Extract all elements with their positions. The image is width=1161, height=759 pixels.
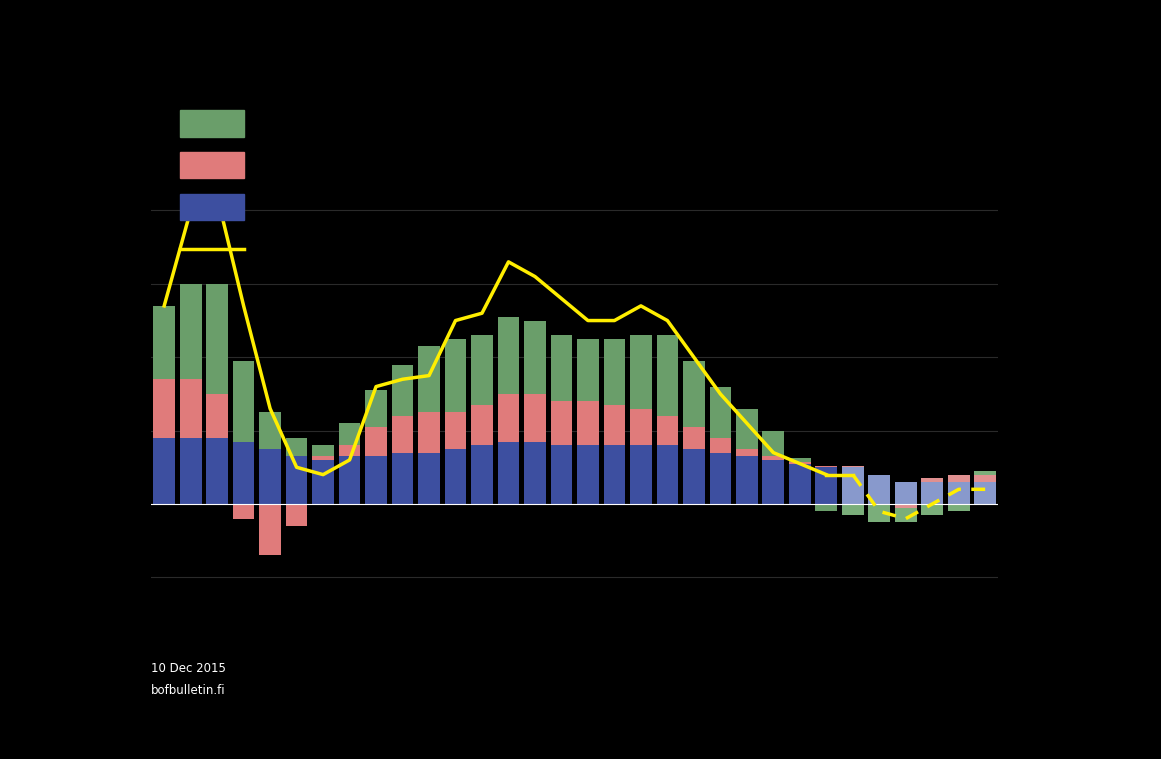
Bar [842,468,864,504]
Bar [366,390,387,427]
Bar [577,402,599,446]
Bar [153,306,175,380]
Bar [604,339,626,405]
Bar [339,446,360,456]
Bar [550,446,572,504]
Bar [153,380,175,438]
Bar [763,456,784,460]
Bar [312,456,334,460]
Bar [895,508,917,522]
Bar [259,504,281,556]
Bar [922,504,943,515]
Bar [974,474,996,482]
Bar [180,284,202,380]
Bar [763,460,784,504]
Bar [232,361,254,442]
Bar [207,394,228,438]
Bar [498,442,519,504]
Bar [259,412,281,449]
Bar [339,456,360,504]
Bar [286,456,308,504]
Bar [789,458,810,462]
Bar [550,402,572,446]
Bar [763,430,784,456]
Bar [153,438,175,504]
Bar [286,438,308,456]
Bar [789,464,810,504]
Bar [524,442,546,504]
Bar [232,442,254,504]
Bar [789,462,810,464]
Bar [922,478,943,482]
Bar [947,474,969,482]
Bar [630,335,651,408]
Bar [842,466,864,468]
Bar [630,408,651,446]
Bar [498,317,519,394]
Bar [736,456,758,504]
Bar [471,446,493,504]
Bar [445,412,467,449]
Bar [445,449,467,504]
Bar [895,482,917,504]
Bar [947,482,969,504]
Bar [604,446,626,504]
Bar [498,394,519,442]
Bar [947,504,969,512]
Bar [339,424,360,446]
Bar [471,405,493,446]
Bar [922,482,943,504]
Bar [577,446,599,504]
Bar [815,466,837,468]
Bar [656,335,678,416]
Bar [524,320,546,394]
Text: 10 Dec 2015: 10 Dec 2015 [151,662,225,675]
Bar [286,504,308,526]
Bar [656,446,678,504]
Bar [974,471,996,474]
Bar [868,474,890,504]
Bar [180,438,202,504]
Bar [577,339,599,402]
Text: bofbulletin.fi: bofbulletin.fi [151,685,225,698]
Bar [815,504,837,512]
Bar [471,335,493,405]
Bar [312,460,334,504]
Bar [418,452,440,504]
Bar [868,504,890,522]
Bar [418,346,440,412]
Bar [656,416,678,446]
Bar [391,452,413,504]
Bar [366,456,387,504]
Bar [259,449,281,504]
Bar [630,446,651,504]
Bar [974,482,996,504]
Bar [445,339,467,412]
Bar [842,504,864,515]
Bar [312,446,334,456]
Bar [207,284,228,394]
Bar [815,468,837,504]
Bar [604,405,626,446]
Bar [180,380,202,438]
Bar [207,438,228,504]
Bar [736,408,758,449]
Bar [736,449,758,456]
Bar [709,452,731,504]
Bar [683,427,705,449]
Bar [550,335,572,402]
Bar [418,412,440,452]
Bar [709,386,731,438]
Bar [683,449,705,504]
Bar [232,504,254,518]
Bar [391,416,413,452]
Bar [683,361,705,427]
Bar [709,438,731,452]
Bar [895,504,917,508]
Bar [366,427,387,456]
Bar [391,364,413,416]
Bar [524,394,546,442]
